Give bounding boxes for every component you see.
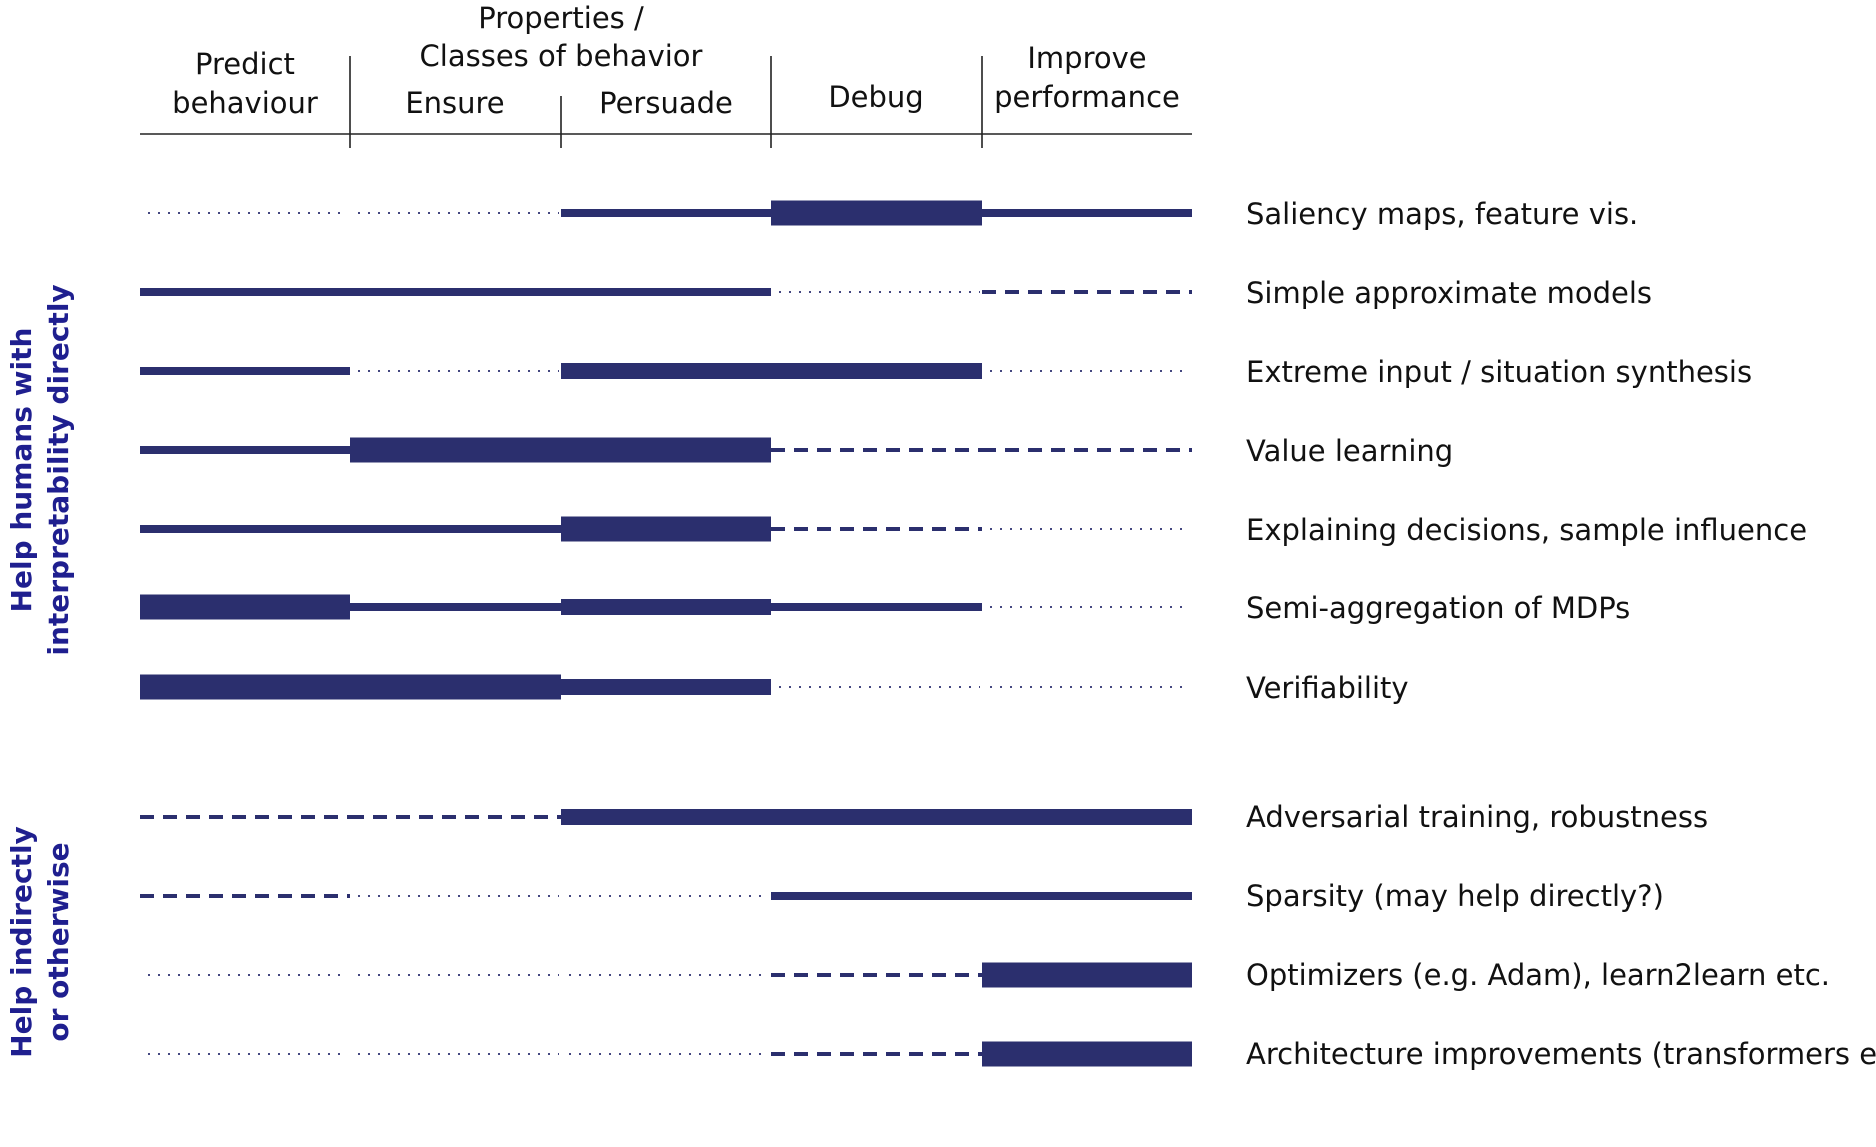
row-label-architecture-improvements: Architecture improvements (transformers … bbox=[1246, 1037, 1876, 1071]
group-label-direct-line-1: Help humans with bbox=[5, 328, 38, 613]
column-header-persuade: Persuade bbox=[599, 86, 733, 120]
column-header-improve-line-1: Improve bbox=[1027, 41, 1146, 75]
column-header-improve-line-2: performance bbox=[994, 80, 1180, 114]
row-label-optimizers: Optimizers (e.g. Adam), learn2learn etc. bbox=[1246, 958, 1830, 992]
column-header-predict-line-1: Predict bbox=[195, 47, 295, 81]
row-label-verifiability: Verifiability bbox=[1246, 671, 1409, 705]
row-label-adversarial-training: Adversarial training, robustness bbox=[1246, 800, 1708, 834]
group-label-indirect: Help indirectly or otherwise bbox=[5, 826, 75, 1058]
group-label-indirect-line-1: Help indirectly bbox=[5, 826, 38, 1058]
row-label-value-learning: Value learning bbox=[1246, 434, 1453, 468]
group-label-direct: Help humans with interpretability direct… bbox=[5, 284, 75, 655]
column-header-ensure: Ensure bbox=[405, 86, 504, 120]
row-label-sparsity: Sparsity (may help directly?) bbox=[1246, 879, 1664, 913]
column-header-debug: Debug bbox=[828, 80, 923, 114]
row-label-extreme-input-synthesis: Extreme input / situation synthesis bbox=[1246, 355, 1752, 389]
row-label-semi-aggregation: Semi-aggregation of MDPs bbox=[1246, 591, 1630, 625]
row-segments bbox=[140, 200, 1192, 1067]
group-label-indirect-line-2: or otherwise bbox=[42, 842, 75, 1041]
row-label-saliency-maps: Saliency maps, feature vis. bbox=[1246, 197, 1638, 231]
group-title-line-2: Classes of behavior bbox=[420, 39, 703, 73]
row-label-explaining-decisions: Explaining decisions, sample influence bbox=[1246, 513, 1807, 547]
group-label-direct-line-2: interpretability directly bbox=[42, 284, 75, 655]
group-title-line-1: Properties / bbox=[478, 1, 644, 35]
column-header-predict-line-2: behaviour bbox=[172, 86, 318, 120]
row-label-simple-approximate-models: Simple approximate models bbox=[1246, 276, 1652, 310]
